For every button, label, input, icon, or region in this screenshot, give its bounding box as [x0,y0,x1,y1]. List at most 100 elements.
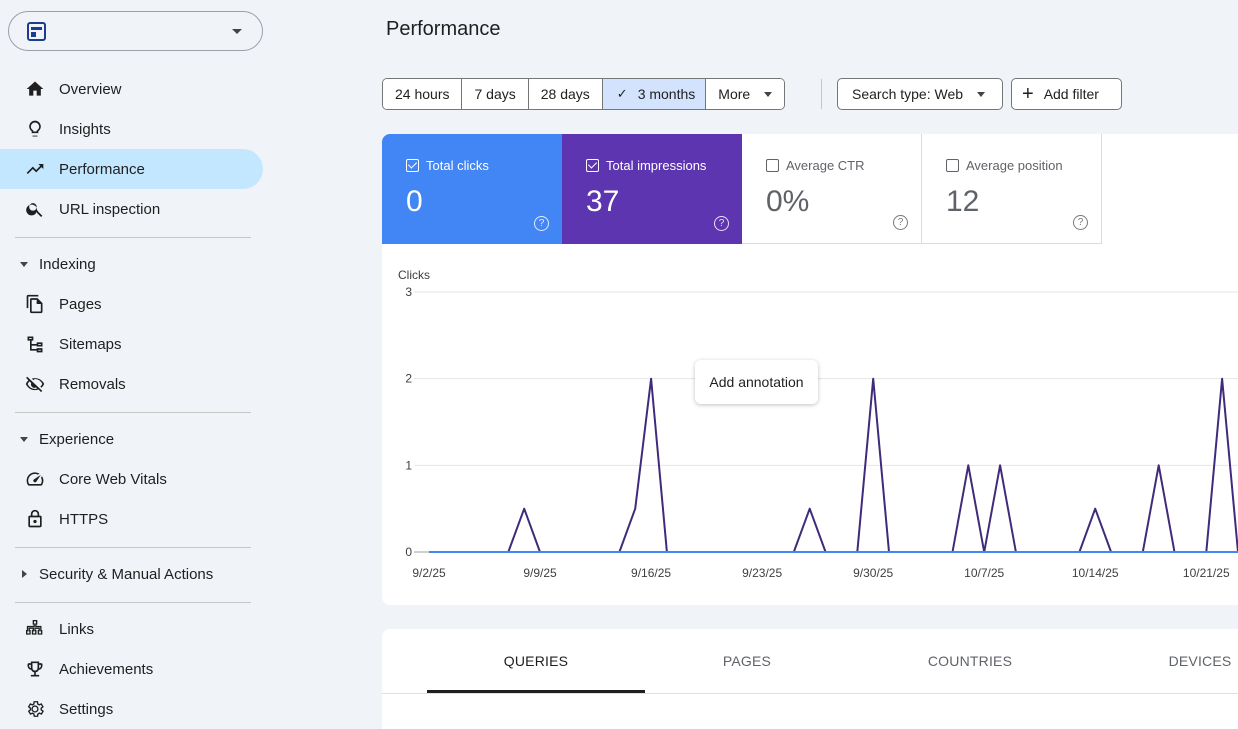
metric-value: 0 [406,185,423,218]
sidebar-item-core-web-vitals[interactable]: Core Web Vitals [0,459,263,499]
sidebar-item-removals[interactable]: Removals [0,364,263,404]
divider [15,602,251,603]
x-tick-label: 10/14/25 [1072,566,1119,580]
sidebar-item-overview[interactable]: Overview [0,69,263,109]
chevron-down-icon [764,91,773,97]
section-label: Security & Manual Actions [39,565,214,583]
home-icon [24,78,46,100]
triangle-down-icon [20,436,28,442]
metric-label: Average position [966,158,1063,173]
y-tick-label: 3 [405,285,412,299]
sidebar: Overview Insights Performance URL inspec… [0,0,268,729]
sidebar-item-label: Achievements [59,660,154,678]
sidebar-item-label: Removals [59,375,126,393]
metric-value: 37 [586,185,620,218]
help-icon[interactable]: ? [534,216,549,231]
search-type-button[interactable]: Search type: Web [837,78,1003,110]
search-icon [24,198,46,220]
range-28-days-button[interactable]: 28 days [528,79,603,109]
sidebar-item-label: HTTPS [59,510,109,528]
visibility-off-icon [24,373,46,395]
sitemap-icon [24,333,46,355]
sidebar-item-label: Sitemaps [59,335,122,353]
add-filter-button[interactable]: + Add filter [1011,78,1122,110]
sidebar-item-pages[interactable]: Pages [0,284,263,324]
metric-label: Average CTR [786,158,865,173]
metric-average-ctr[interactable]: Average CTR 0% ? [742,134,922,244]
links-icon [24,618,46,640]
range-7-days-button[interactable]: 7 days [462,79,529,109]
dimension-tabs: QUERIES PAGES COUNTRIES DEVICES [382,629,1238,729]
check-icon: ✓ [616,86,628,101]
add-filter-label: Add filter [1043,86,1099,102]
y-axis-title: Clicks [398,268,430,282]
add-annotation-tooltip[interactable]: Add annotation [695,360,818,404]
property-selector[interactable] [8,11,263,51]
sidebar-item-links[interactable]: Links [0,609,263,649]
performance-chart[interactable]: Clicks 0 1 2 3 9/2/25 9/9/25 9/16/25 9/23/25 9/30… [382,260,1238,590]
sidebar-item-label: Links [59,620,95,638]
sidebar-item-achievements[interactable]: Achievements [0,649,263,689]
trending-up-icon [24,158,46,180]
tab-countries[interactable]: COUNTRIES [927,653,1013,669]
metric-label: Total clicks [426,158,489,173]
sidebar-item-label: Settings [59,700,114,718]
y-tick-label: 1 [405,458,412,472]
active-tab-indicator [427,690,645,693]
sidebar-item-label: Pages [59,295,102,313]
speed-icon [24,468,46,490]
sidebar-item-label: Insights [59,120,111,138]
x-tick-label: 10/7/25 [964,566,1004,580]
sidebar-item-sitemaps[interactable]: Sitemaps [0,324,263,364]
property-icon [27,21,46,41]
trophy-icon [24,658,46,680]
section-experience[interactable]: Experience [0,421,263,457]
search-type-label: Search type: Web [852,86,964,102]
triangle-right-icon [22,570,27,578]
range-3-months-button[interactable]: ✓ 3 months [602,79,707,109]
sidebar-item-url-inspection[interactable]: URL inspection [0,189,263,229]
section-security[interactable]: Security & Manual Actions [0,556,263,592]
checkbox[interactable] [766,159,779,172]
lightbulb-icon [24,118,46,140]
range-more-button[interactable]: More [706,79,785,109]
lock-icon [24,508,46,530]
checkbox[interactable] [946,159,959,172]
page-title: Performance [386,18,501,40]
help-icon[interactable]: ? [1073,215,1088,230]
checkbox[interactable] [586,159,599,172]
metric-total-clicks[interactable]: Total clicks 0 ? [382,134,562,244]
metric-value: 12 [946,185,980,218]
help-icon[interactable]: ? [893,215,908,230]
tab-devices[interactable]: DEVICES [1168,653,1232,669]
range-label: 28 days [540,86,590,102]
divider [15,412,251,413]
tab-queries[interactable]: QUERIES [503,653,569,669]
help-icon[interactable]: ? [714,216,729,231]
section-indexing[interactable]: Indexing [0,246,263,282]
tab-divider [382,693,1238,694]
sidebar-item-https[interactable]: HTTPS [0,499,263,539]
sidebar-item-label: Overview [59,80,122,98]
metric-total-impressions[interactable]: Total impressions 37 ? [562,134,742,244]
range-24-hours-button[interactable]: 24 hours [383,79,463,109]
tab-pages[interactable]: PAGES [722,653,772,669]
metric-label: Total impressions [606,158,707,173]
metric-average-position[interactable]: Average position 12 ? [922,134,1102,244]
range-label: 3 months [637,86,696,102]
x-tick-label: 9/30/25 [853,566,893,580]
divider [15,547,251,548]
checkbox[interactable] [406,159,419,172]
range-label: 24 hours [395,86,450,102]
x-tick-label: 9/2/25 [412,566,446,580]
sidebar-item-insights[interactable]: Insights [0,109,263,149]
sidebar-item-label: Core Web Vitals [59,470,167,488]
y-tick-label: 2 [405,372,412,386]
chevron-down-icon [977,91,986,97]
x-tick-label: 9/23/25 [742,566,782,580]
sidebar-item-performance[interactable]: Performance [0,149,263,189]
date-range-selector: 24 hours 7 days 28 days ✓ 3 months More [382,78,786,110]
x-tick-label: 9/16/25 [631,566,671,580]
sidebar-item-settings[interactable]: Settings [0,689,263,729]
chevron-down-icon [232,29,242,34]
